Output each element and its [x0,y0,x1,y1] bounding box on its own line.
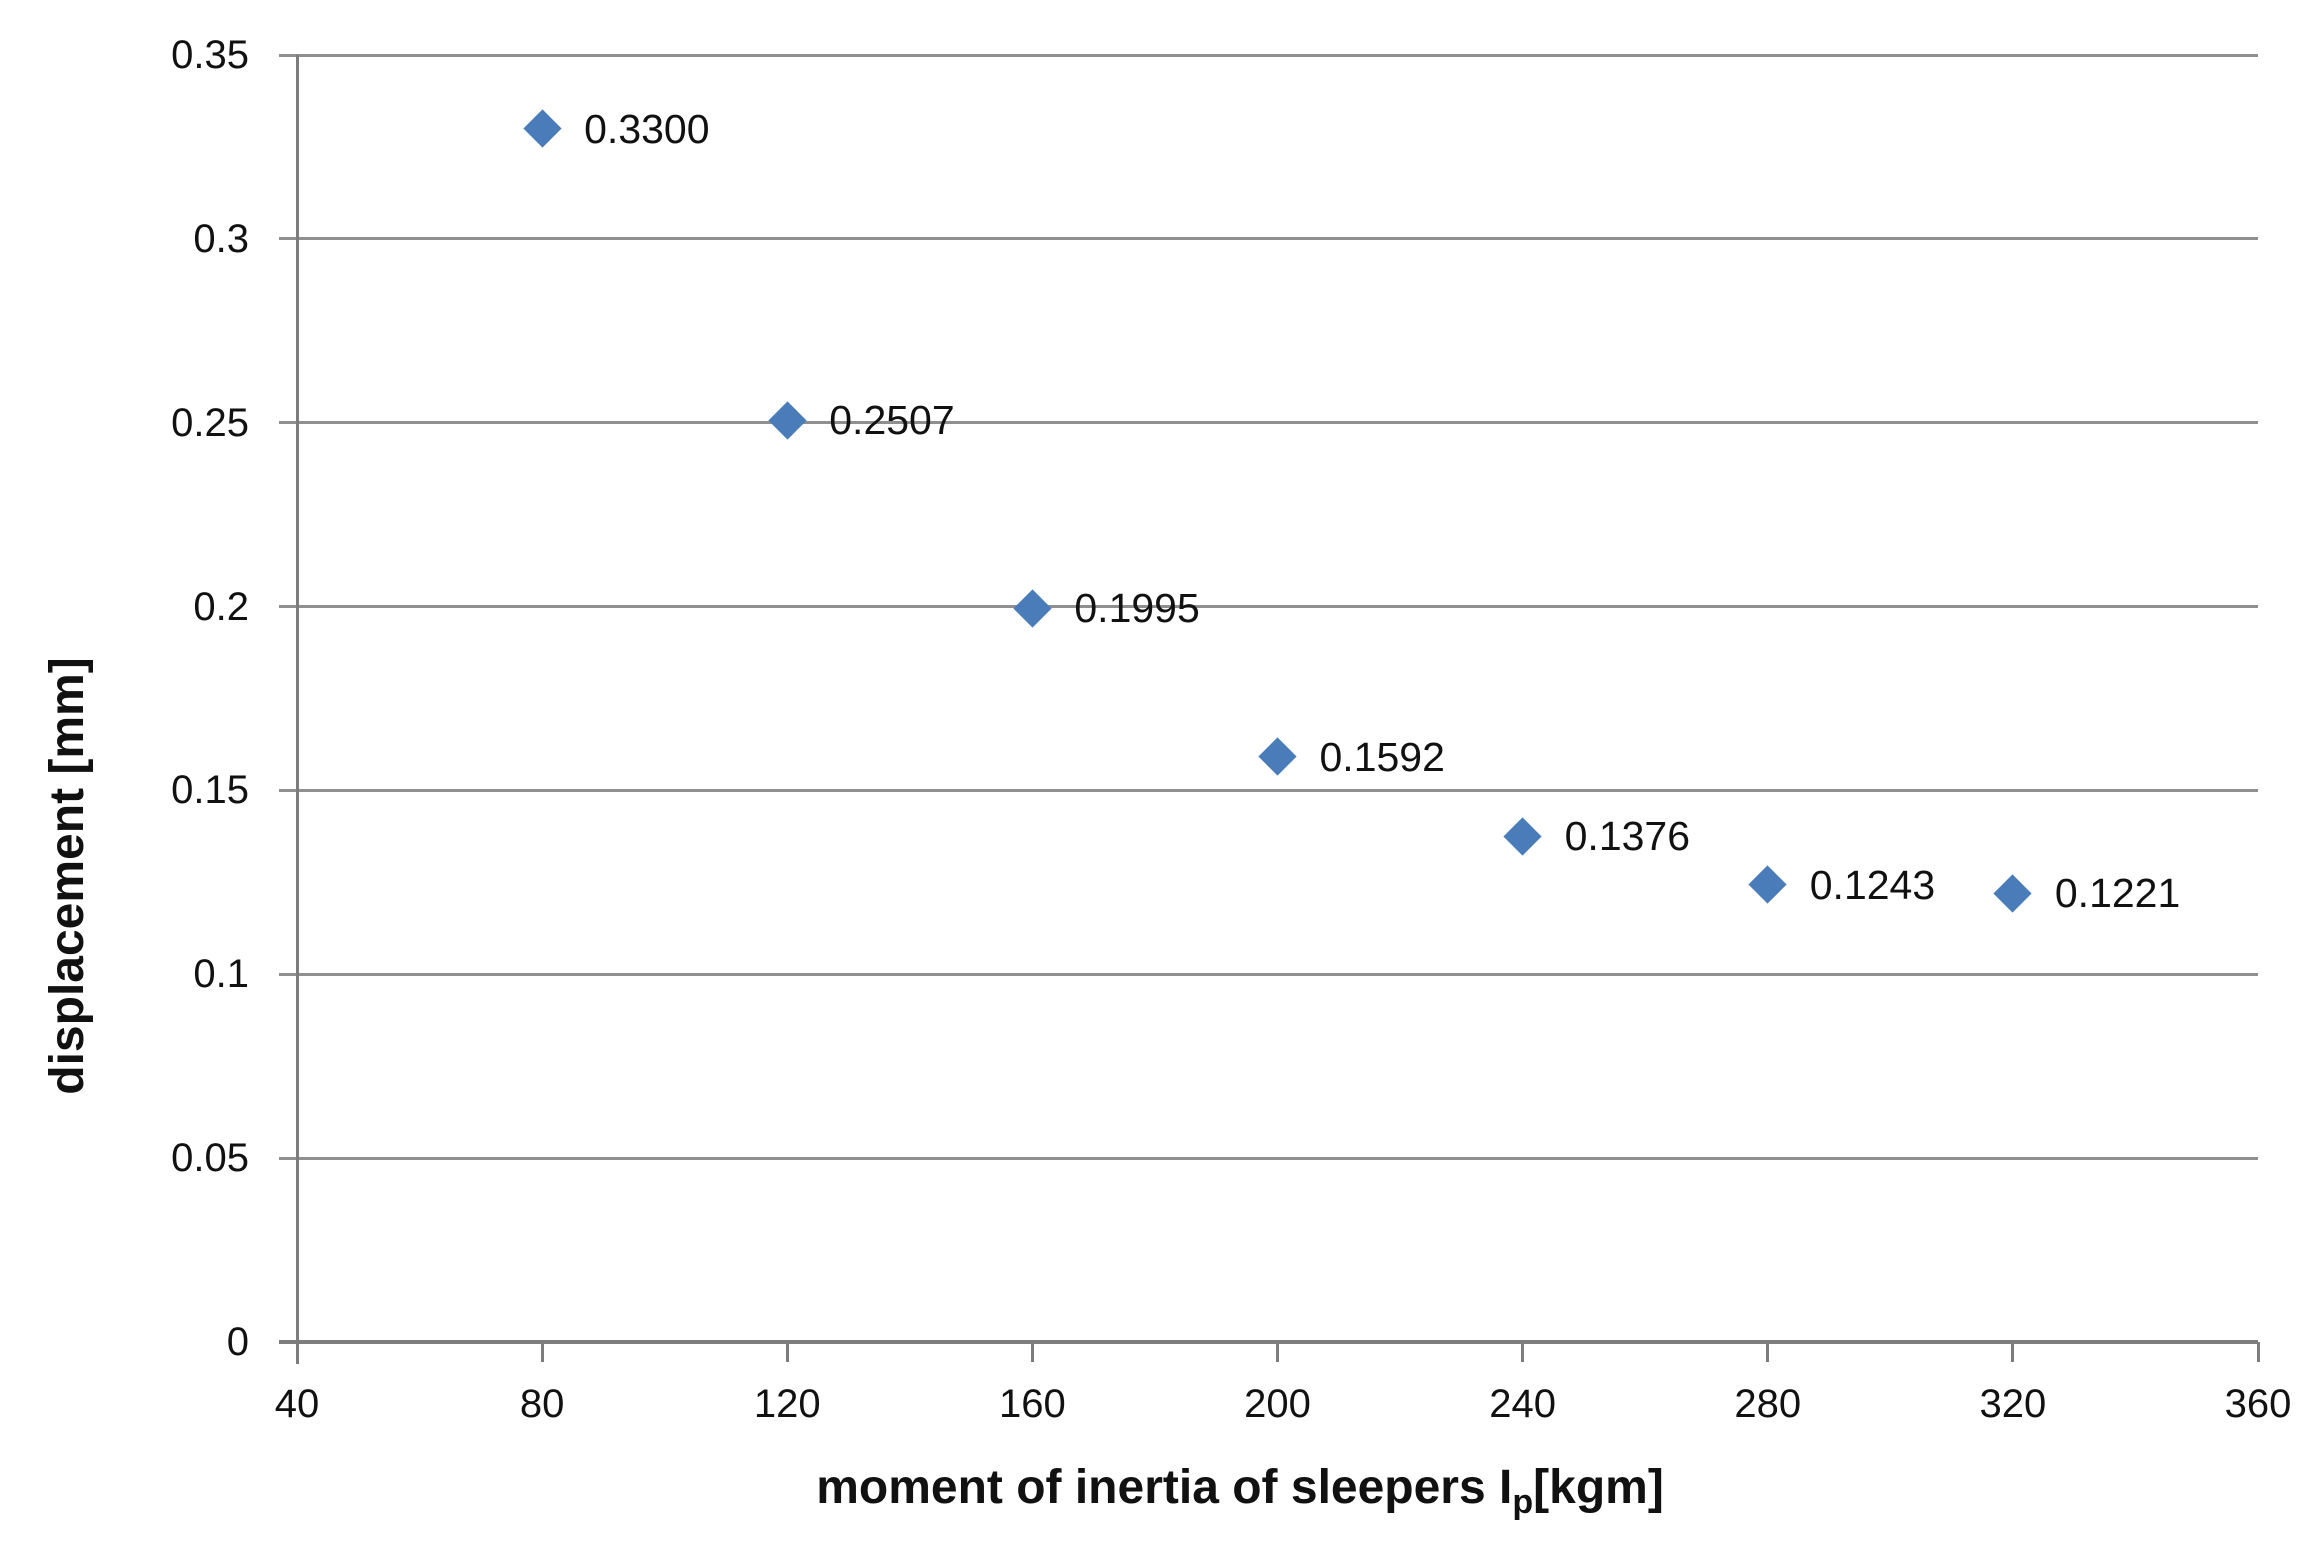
x-axis-tick [1521,1342,1525,1362]
y-axis-tick-label: 0.35 [171,33,249,77]
data-point-marker [1993,873,2032,913]
x-axis-tick [1276,1342,1279,1362]
y-axis-tick-label: 0.3 [193,216,249,261]
data-point-marker [1503,816,1542,856]
x-axis-title-units: [kgm] [1533,1461,1664,1514]
x-axis-tick-label: 40 [274,1382,320,1426]
data-point-marker [523,109,562,148]
x-axis-tick [2256,1342,2260,1362]
y-axis-title: displacement [mm] [41,657,94,1095]
x-axis-line [279,1340,2258,1344]
x-axis-tick [540,1342,544,1362]
data-point-value-label: 0.3300 [584,105,710,152]
x-axis-tick-label: 360 [2224,1382,2292,1426]
y-axis-tick-label: 0 [226,1320,249,1364]
x-axis-tick-label: 280 [1734,1382,1802,1426]
gridline [279,237,2258,241]
data-point-value-label: 0.1592 [1319,733,1445,780]
gridline [279,1156,2258,1160]
y-axis-tick-label: 0.2 [193,584,249,629]
x-axis-title: moment of inertia of sleepers Ip[kgm] [640,1456,1840,1520]
y-axis-tick-label: 0.15 [171,768,249,813]
data-point-value-label: 0.1243 [1809,861,1936,908]
data-point-value-label: 0.1221 [2054,870,2181,917]
data-point-value-label: 0.1995 [1074,585,1200,632]
x-axis-tick-label: 240 [1489,1382,1556,1426]
data-point-marker [1748,865,1787,905]
x-axis-title-main: moment of inertia of sleepers I [816,1461,1513,1514]
data-point-value-label: 0.1376 [1564,813,1691,860]
x-axis-tick [1030,1342,1034,1362]
data-point-value-label: 0.2507 [829,397,955,444]
x-axis-tick-label: 80 [519,1382,565,1426]
gridline [279,605,2258,609]
data-point-marker [1013,589,1052,628]
data-point-marker [768,401,807,440]
x-axis-tick-label: 320 [1979,1382,2047,1426]
x-axis-tick [295,1342,299,1362]
x-axis-tick-label: 160 [999,1382,1066,1426]
y-axis-line [296,55,299,1364]
gridline [279,972,2258,976]
x-axis-tick [2011,1342,2015,1362]
gridline [279,421,2258,425]
y-axis-tick-label: 0.05 [171,1136,249,1181]
gridline [279,53,2258,57]
x-axis-tick-label: 200 [1244,1382,1311,1426]
y-axis-tick-label: 0.25 [171,400,249,445]
y-axis-tick-label: 0.1 [193,952,249,997]
data-point-marker [1258,737,1297,776]
x-axis-tick-label: 120 [753,1382,821,1426]
x-axis-tick [1766,1342,1770,1362]
x-axis-tick [785,1342,789,1362]
gridline [279,788,2258,792]
x-axis-title-subscript: p [1512,1483,1534,1521]
